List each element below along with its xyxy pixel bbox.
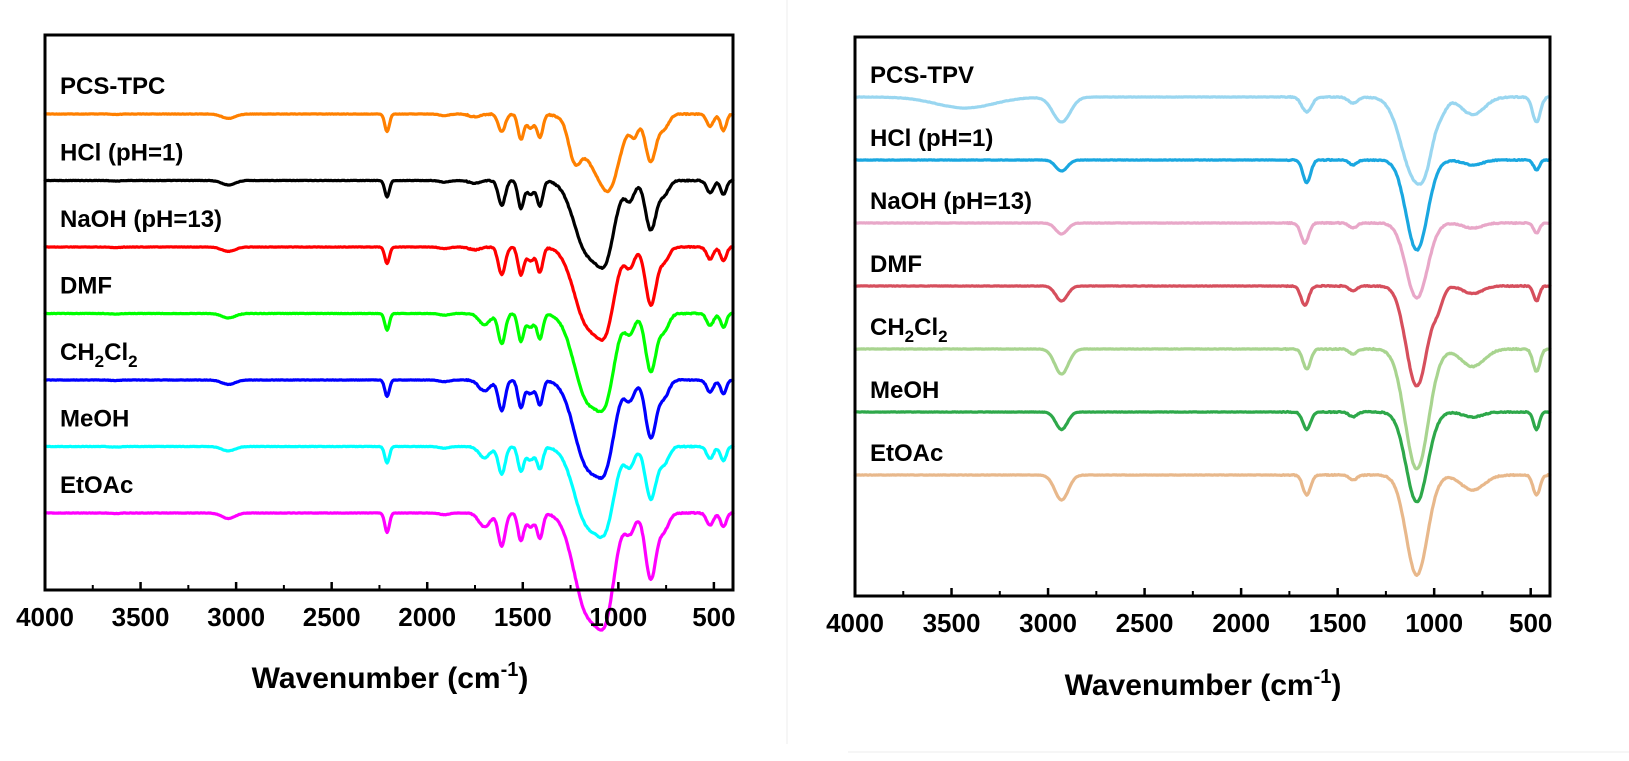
x-tick-label: 2000: [1212, 608, 1270, 638]
series-line-ch2cl2: [43, 378, 735, 481]
series-label-pcs-tpv: PCS-TPV: [870, 62, 974, 89]
x-tick-label: 1500: [494, 602, 552, 632]
spectra-traces: [43, 111, 735, 632]
x-tick-label: 3000: [1019, 608, 1077, 638]
x-tick-label: 500: [1509, 608, 1552, 638]
x-tick-label: 2000: [398, 602, 456, 632]
series-line-pcs-tpv: [853, 94, 1552, 186]
series-line-dmf: [43, 311, 735, 414]
x-tick-label: 3500: [923, 608, 981, 638]
series-line-meoh: [43, 444, 735, 540]
series-line-pcs-tpc: [43, 111, 735, 194]
series-line-hcl-ph-1: [853, 157, 1552, 252]
x-tick-label: 2500: [303, 602, 361, 632]
series-label-pcs-tpc: PCS-TPC: [60, 73, 165, 100]
series-line-etoac: [853, 472, 1552, 578]
series-label-ch2cl2: CH2Cl2: [870, 314, 948, 346]
series-label-dmf: DMF: [870, 251, 922, 278]
series-line-hcl-ph-1: [43, 178, 735, 270]
x-tick-label: 1500: [1309, 608, 1367, 638]
series-label-etoac: EtOAc: [60, 472, 133, 499]
series-label-naoh-ph-13: NaOH (pH=13): [60, 206, 222, 233]
chart-panel-right: 4000 3500 3000 2500 2000 1500 1000 500 PCS-TPV H…: [826, 35, 1552, 702]
x-tick-label: 500: [692, 602, 735, 632]
x-tick-label: 1000: [589, 602, 647, 632]
x-tick-label: 3500: [112, 602, 170, 632]
x-tick-label: 4000: [16, 602, 74, 632]
plot-frame: [43, 33, 735, 592]
series-label-ch2cl2: CH2Cl2: [60, 339, 138, 371]
x-tick-label: 1000: [1405, 608, 1463, 638]
series-label-dmf: DMF: [60, 273, 112, 300]
x-axis-ticks: 4000 3500 3000 2500 2000 1500 1000 500: [16, 582, 736, 632]
series-line-ch2cl2: [853, 346, 1552, 471]
series-labels: PCS-TPV HCl (pH=1) NaOH (pH=13) DMF CH2Cl2 Me…: [870, 62, 1032, 467]
series-line-meoh: [853, 409, 1552, 504]
x-tick-label: 4000: [826, 608, 884, 638]
series-labels: PCS-TPC HCl (pH=1) NaOH (pH=13) DMF CH2Cl2 Me…: [60, 73, 222, 499]
spectra-traces: [853, 94, 1552, 578]
series-label-meoh: MeOH: [870, 377, 939, 404]
series-label-etoac: EtOAc: [870, 440, 943, 467]
chart-panel-left: 4000 3500 3000 2500 2000 1500 1000 500 PCS-TPC H…: [16, 33, 736, 695]
series-label-hcl-ph-1: HCl (pH=1): [870, 125, 993, 152]
x-tick-label: 2500: [1116, 608, 1174, 638]
x-axis-ticks: 4000 3500 3000 2500 2000 1500 1000 500: [826, 588, 1552, 638]
x-tick-label: 3000: [207, 602, 265, 632]
series-line-dmf: [853, 283, 1552, 388]
series-label-meoh: MeOH: [60, 406, 129, 433]
plot-frame: [853, 35, 1552, 598]
series-line-naoh-ph-13: [43, 244, 735, 342]
x-axis-title: Wavenumber (cm-1): [252, 659, 529, 695]
x-axis-title: Wavenumber (cm-1): [1065, 666, 1342, 702]
series-line-etoac: [43, 510, 735, 632]
series-label-hcl-ph-1: HCl (pH=1): [60, 140, 183, 167]
series-label-naoh-ph-13: NaOH (pH=13): [870, 188, 1032, 215]
series-line-naoh-ph-13: [853, 220, 1552, 300]
